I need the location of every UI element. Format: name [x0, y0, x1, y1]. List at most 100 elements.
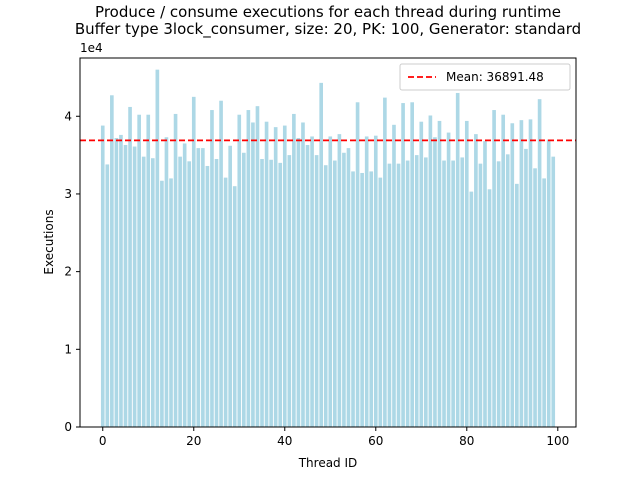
bar-thread-26	[219, 100, 223, 427]
bar-thread-39	[278, 162, 283, 427]
bar-thread-5	[123, 145, 128, 427]
bar-thread-43	[296, 138, 301, 427]
bar-thread-95	[533, 168, 537, 427]
bar-thread-47	[314, 155, 319, 427]
bar-thread-72	[428, 115, 433, 427]
bar-thread-98	[546, 139, 551, 427]
bar-thread-6	[128, 106, 132, 428]
bar-thread-17	[178, 156, 182, 428]
bar-thread-3	[114, 138, 119, 427]
bar-thread-56	[355, 102, 360, 427]
bar-thread-24	[210, 110, 214, 427]
bar-thread-87	[496, 161, 501, 427]
bar-thread-82	[474, 134, 478, 427]
bar-thread-18	[182, 143, 187, 427]
bar-thread-61	[378, 177, 383, 427]
bar-thread-19	[187, 161, 192, 427]
bar-thread-45	[305, 145, 310, 427]
x-tick-label: 100	[546, 434, 569, 448]
bar-thread-31	[241, 152, 246, 428]
bar-thread-36	[264, 121, 269, 427]
bar-thread-51	[333, 160, 337, 427]
bar-thread-74	[437, 120, 442, 428]
bar-thread-80	[464, 120, 469, 428]
bar-thread-88	[501, 114, 506, 427]
bar-thread-38	[273, 127, 278, 427]
y-axis-label: Executions	[42, 209, 56, 274]
bar-thread-75	[442, 160, 446, 427]
bar-thread-76	[446, 132, 451, 427]
bar-thread-9	[141, 156, 146, 428]
bar-thread-48	[319, 82, 323, 427]
bar-thread-46	[310, 136, 314, 427]
bar-thread-15	[169, 178, 173, 427]
x-tick-label: 80	[459, 434, 474, 448]
plot-frame	[79, 57, 577, 428]
bar-thread-85	[487, 189, 492, 427]
chart-subtitle: Buffer type 3lock_consumer, size: 20, PK…	[75, 20, 581, 39]
bar-thread-41	[287, 155, 292, 427]
bar-thread-49	[323, 165, 328, 427]
bar-thread-2	[110, 95, 114, 427]
bar-thread-60	[373, 135, 378, 427]
bar-thread-11	[150, 158, 155, 427]
bar-thread-27	[223, 177, 228, 427]
bar-thread-50	[328, 136, 333, 427]
bar-thread-62	[383, 97, 387, 427]
bar-thread-10	[146, 114, 151, 427]
bar-thread-42	[292, 113, 296, 428]
bar-thread-52	[337, 134, 342, 427]
bar-thread-92	[519, 120, 524, 427]
bar-thread-32	[246, 110, 251, 427]
bar-thread-84	[483, 141, 487, 427]
bar-thread-68	[410, 102, 415, 427]
bars-group	[100, 69, 556, 428]
x-tick-label: 20	[186, 434, 201, 448]
bar-thread-93	[524, 148, 528, 427]
bar-thread-97	[542, 178, 546, 427]
bar-thread-28	[228, 145, 232, 428]
bar-thread-55	[351, 171, 355, 427]
bar-thread-81	[469, 191, 474, 427]
bar-thread-63	[387, 163, 392, 428]
bar-thread-0	[100, 125, 105, 427]
bar-thread-8	[137, 114, 141, 427]
bar-thread-44	[301, 122, 305, 427]
chart-title: Produce / consume executions for each th…	[95, 3, 561, 21]
bar-thread-67	[405, 160, 410, 427]
legend-mean-label: Mean: 36891.48	[446, 70, 544, 84]
bar-thread-69	[414, 155, 419, 427]
bar-thread-37	[269, 159, 273, 428]
y-tick-label: 3	[64, 187, 72, 201]
bar-thread-23	[205, 165, 210, 427]
bar-thread-4	[119, 134, 123, 428]
bar-thread-65	[396, 163, 401, 428]
bar-thread-73	[433, 137, 437, 427]
x-axis-label: Thread ID	[298, 456, 358, 470]
bar-thread-96	[537, 99, 542, 427]
bar-thread-14	[164, 137, 169, 427]
bar-thread-21	[196, 148, 201, 427]
y-offset-label: 1e4	[80, 41, 103, 55]
y-tick-label: 4	[64, 109, 72, 123]
bar-thread-33	[251, 122, 255, 427]
bar-thread-58	[364, 136, 369, 427]
bar-thread-57	[360, 172, 364, 427]
bar-thread-70	[419, 121, 424, 427]
bar-thread-54	[346, 148, 351, 427]
bar-thread-89	[505, 154, 510, 427]
bar-thread-12	[155, 69, 160, 427]
bar-thread-66	[401, 103, 405, 428]
bar-thread-83	[478, 163, 483, 428]
bar-thread-59	[369, 171, 374, 427]
y-axis: 0 1 2 3 4	[64, 109, 80, 434]
bar-thread-35	[260, 158, 264, 427]
bar-thread-1	[105, 164, 110, 427]
bar-thread-53	[342, 152, 346, 428]
legend: Mean: 36891.48	[399, 63, 571, 91]
legend-box	[399, 63, 571, 91]
bar-thread-29	[232, 186, 237, 427]
x-tick-label: 0	[99, 434, 107, 448]
bar-thread-34	[255, 106, 260, 427]
